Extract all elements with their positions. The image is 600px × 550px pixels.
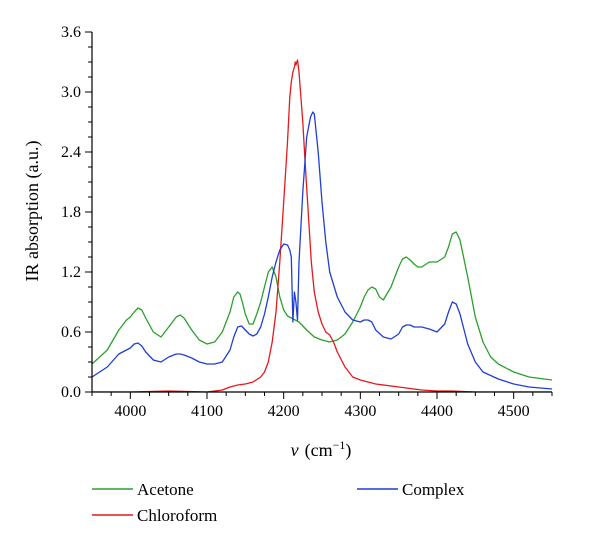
legend-item-acetone: Acetone <box>92 480 194 499</box>
x-tick-label: 4000 <box>114 403 146 420</box>
y-tick-label: 1.8 <box>61 204 81 221</box>
x-tick-label: 4300 <box>344 403 376 420</box>
plot-area <box>92 59 552 392</box>
legend-label: Complex <box>402 480 465 499</box>
legend-item-complex: Complex <box>357 480 465 499</box>
x-axis-title-exponent: −1 <box>333 438 346 452</box>
x-tick-label: 4400 <box>421 403 453 420</box>
y-tick-label: 3.6 <box>61 24 81 41</box>
y-tick-label: 0.6 <box>61 324 81 341</box>
legend-label: Acetone <box>137 480 194 499</box>
legend-item-chloroform: Chloroform <box>92 506 217 525</box>
x-tick-label: 4100 <box>191 403 223 420</box>
legend: Acetone Chloroform Complex <box>92 480 465 525</box>
x-axis-title-var: ν <box>291 440 299 460</box>
y-tick-label: 0.0 <box>61 384 81 401</box>
legend-label: Chloroform <box>137 506 217 525</box>
x-axis-title-close: ) <box>345 440 351 461</box>
x-tick-label: 4200 <box>268 403 300 420</box>
series-line-complex <box>92 111 552 390</box>
y-tick-label: 1.2 <box>61 264 81 281</box>
series-line-acetone <box>92 231 552 381</box>
series-line-chloroform <box>92 59 552 392</box>
y-tick-label: 2.4 <box>61 144 81 161</box>
y-axis-title: IR absorption (a.u.) <box>22 141 43 282</box>
x-tick-label: 4500 <box>498 403 530 420</box>
axes: 0.0 0.6 1.2 1.8 2.4 3.0 3.6 4000 4100 4200 4300 440… <box>61 24 553 420</box>
x-axis-title: ν (cm−1) <box>291 438 352 461</box>
x-axis-title-unit: (cm <box>305 440 333 461</box>
y-tick-label: 3.0 <box>61 84 81 101</box>
